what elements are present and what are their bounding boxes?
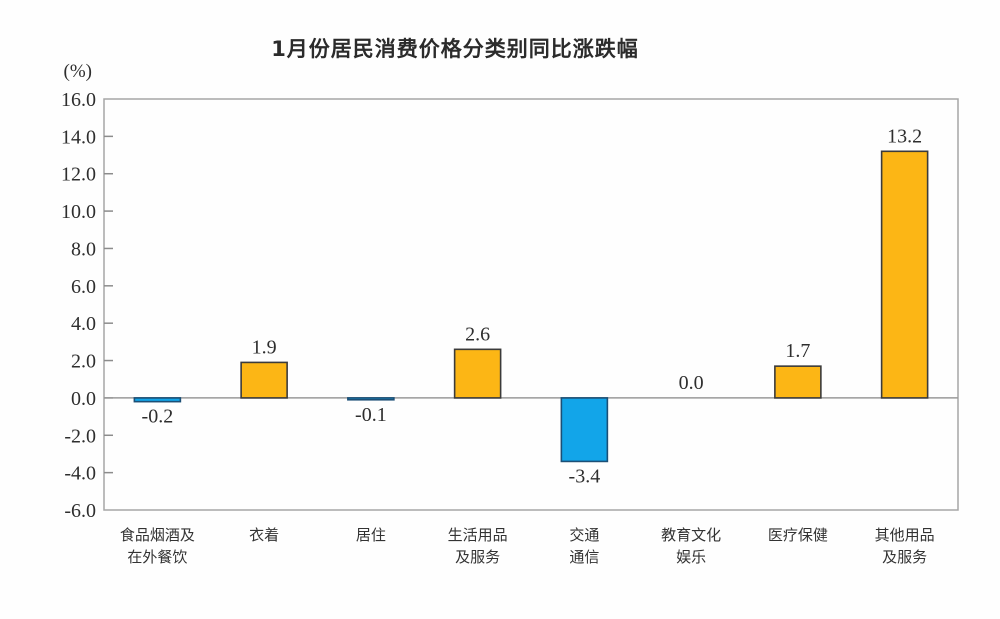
value-label: -0.2 [142, 406, 174, 428]
bar [560, 397, 609, 463]
y-tick-label: 10.0 [61, 201, 96, 223]
value-label: 2.6 [465, 323, 490, 345]
y-tick-label: 8.0 [71, 238, 96, 260]
value-label: 0.0 [679, 372, 704, 394]
plot-border [103, 98, 959, 511]
y-tick-label: -6.0 [64, 500, 96, 522]
y-tick-label: 14.0 [61, 126, 96, 148]
category-label: 医疗保健 [768, 526, 828, 544]
category-label: 居住 [356, 526, 386, 544]
bar [347, 397, 395, 401]
value-label: -0.1 [355, 404, 387, 426]
category-label: 教育文化娱乐 [661, 526, 721, 566]
category-label: 生活用品及服务 [448, 526, 508, 566]
bar [774, 365, 822, 399]
bar [880, 150, 929, 399]
value-label: 1.7 [785, 340, 810, 362]
value-label: -3.4 [569, 465, 601, 487]
value-label: 1.9 [252, 336, 277, 358]
bar [453, 348, 502, 399]
category-label: 交通通信 [569, 526, 599, 566]
category-label: 食品烟酒及在外餐饮 [120, 526, 195, 566]
category-label: 衣着 [249, 526, 279, 544]
category-label: 其他用品及服务 [875, 526, 935, 566]
y-tick-label: 2.0 [71, 351, 96, 373]
y-tick-label: 4.0 [71, 313, 96, 335]
chart-title: 1月份居民消费价格分类别同比涨跌幅 [271, 37, 639, 61]
y-tick-label: 6.0 [71, 276, 96, 298]
y-tick-label: -4.0 [64, 463, 96, 485]
y-tick-label: 0.0 [71, 388, 96, 410]
y-tick-label: 12.0 [61, 164, 96, 186]
y-tick-label: -2.0 [64, 425, 96, 447]
y-axis-unit-label: (%) [63, 61, 92, 82]
y-tick-label: 16.0 [61, 89, 96, 111]
bar [240, 361, 288, 399]
value-label: 13.2 [887, 125, 922, 147]
bar [133, 397, 182, 403]
